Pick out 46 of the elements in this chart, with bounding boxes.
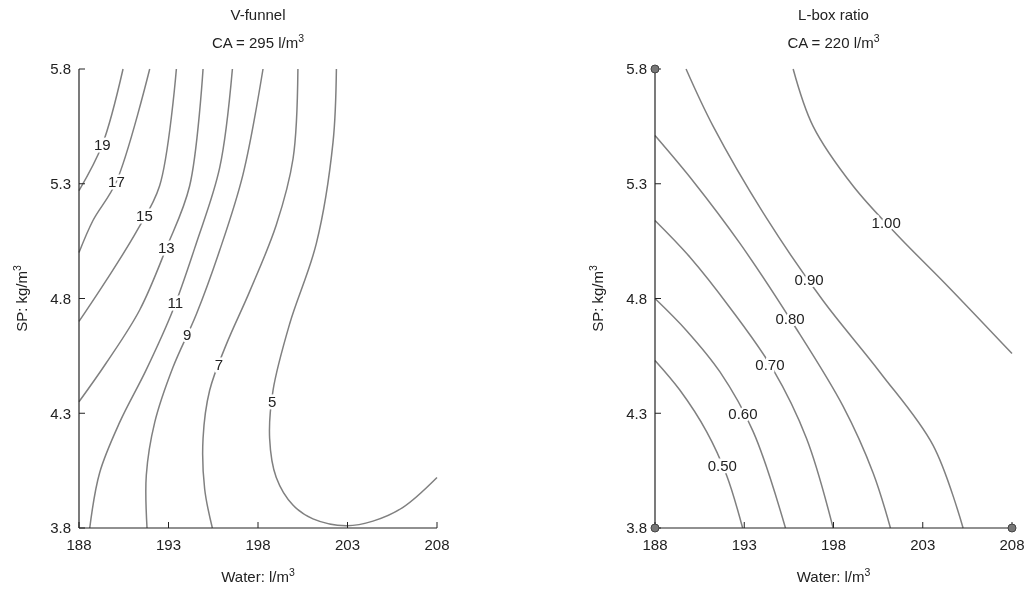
series-label: 13 [158,239,175,257]
y-tick-label: 4.8 [50,289,71,307]
series-label: 5 [268,393,277,411]
series-label: 0.60 [728,404,758,422]
y-tick-label: 5.3 [626,175,647,192]
x-tick-label: 198 [820,536,847,553]
x-tick-label: 208 [999,536,1025,553]
x-tick-label: 203 [910,536,936,553]
line-series [268,68,438,527]
y-tick-label: 5.8 [50,60,71,78]
series-label: 15 [136,207,153,225]
y-tick-label: 5.8 [626,60,647,78]
y-tick-label: 5.3 [50,175,71,192]
y-tick-label: 3.8 [626,519,647,537]
x-tick-label: 208 [424,536,450,553]
y-tick-label: 4.8 [626,289,647,307]
chart-subtitle: CA = 220 l/m$^{3}$ [787,32,880,51]
x-tick-label: 193 [731,536,757,553]
x-tick-label: 193 [155,536,182,553]
line-series [88,68,234,529]
line-series [78,68,204,403]
chart-title: V-funnel [230,6,286,23]
series-label: 17 [108,172,125,190]
series-label: 0.90 [794,271,824,289]
chart-subtitle: CA = 295 l/m$^{3}$ [211,32,305,51]
x-tick-label: 188 [642,536,668,553]
line-series [201,68,299,529]
series-label: 19 [93,135,111,153]
series-label: 9 [182,326,192,344]
x-tick-label: 188 [66,536,92,553]
series-label: 0.50 [707,457,737,475]
series-label: 7 [214,356,223,374]
x-tick-label: 203 [334,536,361,553]
x-axis-title: Water: l/m$^{3}$ [221,566,295,585]
series-label: 11 [167,294,184,312]
line-series [685,68,964,529]
line-series [654,219,834,529]
line-series [78,68,151,254]
y-tick-label: 4.3 [626,404,647,422]
series-label: 0.70 [755,356,785,374]
series-label: 0.80 [775,310,805,328]
x-axis-title: Water: l/m$^{3}$ [796,566,871,585]
y-tick-label: 4.3 [50,404,71,422]
x-tick-label: 198 [245,536,271,553]
y-tick-label: 3.8 [50,519,71,537]
chart-title: L-box ratio [798,6,869,23]
